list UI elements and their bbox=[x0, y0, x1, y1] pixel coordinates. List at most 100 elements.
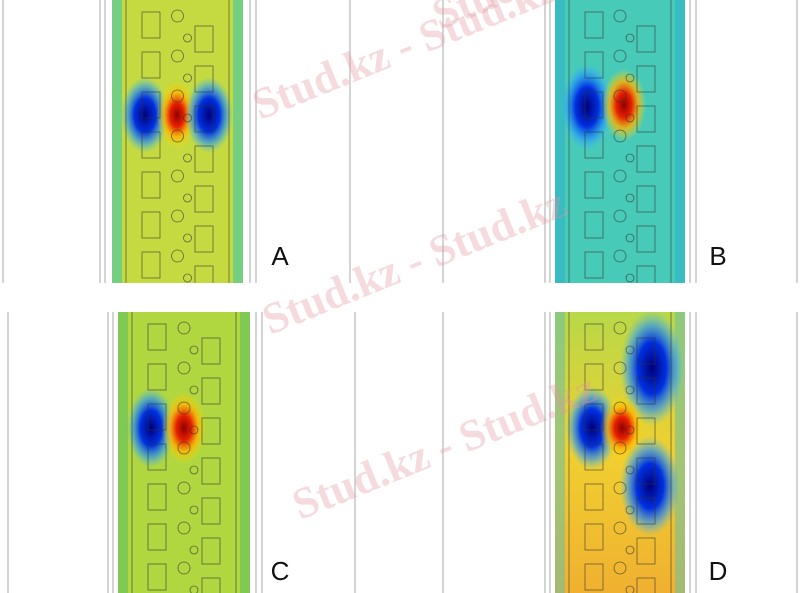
panel: B bbox=[555, 0, 727, 283]
component bbox=[183, 193, 192, 203]
component bbox=[613, 9, 627, 23]
component bbox=[189, 545, 199, 555]
component bbox=[636, 105, 656, 133]
component bbox=[201, 577, 221, 593]
component bbox=[147, 443, 167, 471]
component bbox=[147, 323, 167, 351]
watermark: Stud.kz - Stud.kz bbox=[255, 178, 573, 344]
component bbox=[625, 345, 635, 355]
component bbox=[194, 225, 214, 253]
component bbox=[147, 403, 167, 431]
component bbox=[141, 51, 161, 79]
field-blob bbox=[127, 388, 175, 468]
component bbox=[171, 209, 184, 223]
component bbox=[636, 417, 656, 445]
component bbox=[636, 577, 656, 593]
panel: A bbox=[112, 0, 289, 283]
field-blob bbox=[602, 69, 646, 141]
component bbox=[625, 113, 635, 123]
component bbox=[171, 9, 184, 23]
component bbox=[584, 483, 604, 511]
heatmap bbox=[555, 0, 685, 283]
component bbox=[177, 561, 191, 575]
component bbox=[183, 273, 192, 283]
component bbox=[636, 225, 656, 253]
component bbox=[613, 441, 627, 455]
component bbox=[584, 443, 604, 471]
edge-band bbox=[675, 312, 685, 593]
component bbox=[183, 33, 192, 43]
component bbox=[201, 537, 221, 565]
field-blob bbox=[566, 386, 618, 470]
component bbox=[625, 585, 635, 593]
panel-label: D bbox=[709, 556, 728, 586]
component bbox=[613, 89, 627, 103]
component bbox=[636, 65, 656, 93]
component bbox=[584, 51, 604, 79]
component bbox=[625, 233, 635, 243]
field-blob bbox=[600, 396, 644, 460]
component bbox=[613, 129, 627, 143]
component bbox=[636, 337, 656, 365]
edge-band bbox=[233, 0, 243, 283]
component bbox=[171, 249, 184, 263]
component bbox=[625, 153, 635, 163]
component bbox=[141, 131, 161, 159]
component bbox=[584, 131, 604, 159]
panel: D bbox=[555, 312, 728, 593]
component bbox=[189, 465, 199, 475]
component bbox=[194, 25, 214, 53]
component bbox=[584, 523, 604, 551]
field-blob bbox=[121, 77, 169, 153]
component bbox=[177, 481, 191, 495]
component bbox=[141, 211, 161, 239]
component bbox=[636, 537, 656, 565]
component bbox=[194, 265, 214, 283]
watermark: Stud.kz - Stud.kz bbox=[245, 0, 563, 129]
component bbox=[189, 505, 199, 515]
component bbox=[613, 481, 627, 495]
component bbox=[147, 483, 167, 511]
component bbox=[625, 465, 635, 475]
component bbox=[584, 211, 604, 239]
component bbox=[636, 25, 656, 53]
component bbox=[636, 145, 656, 173]
component bbox=[636, 497, 656, 525]
component bbox=[177, 521, 191, 535]
component bbox=[171, 169, 184, 183]
component bbox=[613, 361, 627, 375]
component bbox=[625, 425, 635, 435]
component bbox=[171, 89, 184, 103]
component bbox=[613, 321, 627, 335]
component bbox=[584, 11, 604, 39]
component bbox=[625, 73, 635, 83]
heatmap bbox=[555, 312, 685, 593]
component bbox=[613, 249, 627, 263]
component bbox=[584, 171, 604, 199]
edge-band bbox=[555, 312, 565, 593]
component bbox=[625, 193, 635, 203]
component bbox=[201, 337, 221, 365]
component bbox=[189, 385, 199, 395]
component bbox=[636, 457, 656, 485]
component bbox=[171, 49, 184, 63]
component bbox=[141, 251, 161, 279]
component bbox=[189, 345, 199, 355]
component bbox=[147, 563, 167, 591]
field-blob bbox=[157, 81, 197, 149]
edge-band bbox=[555, 0, 565, 283]
field-blob bbox=[620, 436, 680, 536]
component bbox=[201, 497, 221, 525]
heatmap bbox=[118, 312, 250, 593]
component bbox=[147, 363, 167, 391]
component bbox=[613, 561, 627, 575]
component bbox=[613, 49, 627, 63]
board-outline bbox=[131, 312, 237, 593]
panel: C bbox=[118, 312, 289, 593]
component bbox=[189, 585, 199, 593]
edge-band bbox=[118, 312, 128, 593]
component bbox=[625, 385, 635, 395]
component bbox=[584, 363, 604, 391]
edge-band bbox=[675, 0, 685, 283]
